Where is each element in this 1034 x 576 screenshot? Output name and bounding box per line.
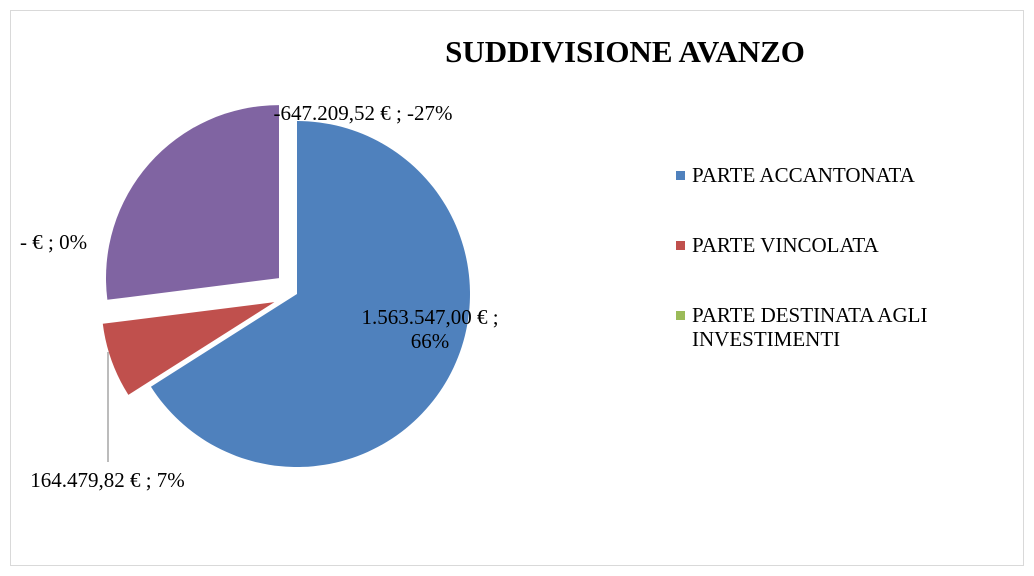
data-label: 164.479,82 € ; 7% bbox=[30, 468, 185, 492]
legend-swatch bbox=[676, 171, 685, 180]
legend-swatch bbox=[676, 311, 685, 320]
chart-title: SUDDIVISIONE AVANZO bbox=[445, 34, 805, 69]
data-label: -647.209,52 € ; -27% bbox=[273, 101, 453, 125]
data-label: 1.563.547,00 € ; 66% bbox=[361, 305, 499, 353]
legend-swatch bbox=[676, 241, 685, 250]
data-label: - € ; 0% bbox=[20, 230, 88, 254]
legend-label: PARTE VINCOLATA bbox=[692, 233, 879, 257]
legend-label: PARTE DESTINATA AGLI INVESTIMENTI bbox=[692, 303, 928, 351]
pie-slice bbox=[150, 121, 471, 468]
pie-slice bbox=[102, 302, 275, 395]
pie-slice bbox=[105, 105, 279, 300]
legend-label: PARTE ACCANTONATA bbox=[692, 163, 915, 187]
